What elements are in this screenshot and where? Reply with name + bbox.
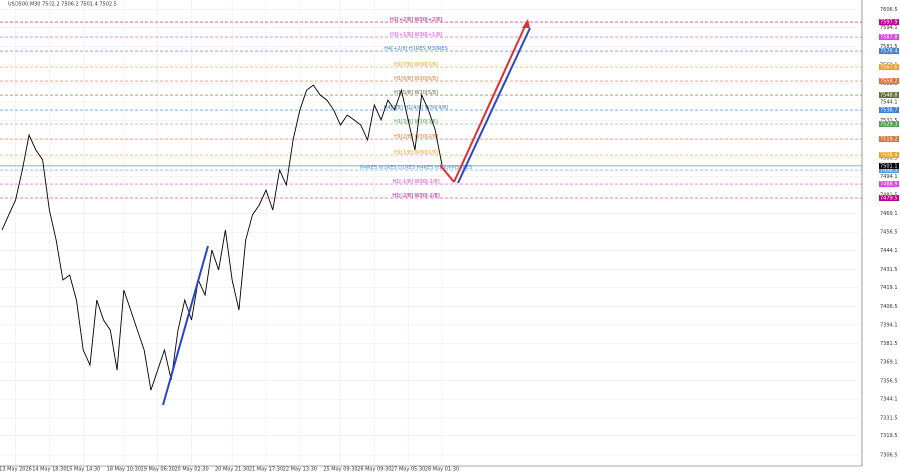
level-label: H4[7/8] H1[4/8] W30[4/8] bbox=[384, 105, 448, 111]
x-tick-label: 25 May 09:30 bbox=[323, 467, 357, 473]
y-tick-label: 7544.1 bbox=[880, 100, 898, 106]
x-tick-label: 26 May 09:30 bbox=[357, 467, 391, 473]
x-tick-label: 27 May 05:30 bbox=[391, 467, 425, 473]
price-tag bbox=[879, 48, 899, 55]
y-tick-label: 7594.1 bbox=[880, 25, 898, 31]
y-tick-label: 7419.1 bbox=[880, 285, 898, 291]
price-tag bbox=[879, 152, 899, 159]
y-tick-label: 7306.5 bbox=[880, 453, 898, 459]
trend-arrow bbox=[439, 164, 455, 183]
trend-arrow bbox=[457, 27, 531, 184]
level-label: M4RES W1RES D1RES H4RES H1SUPM30RES bbox=[360, 165, 472, 171]
y-tick-label: 7369.1 bbox=[880, 360, 898, 366]
x-tick-label: 18 May 10:30 bbox=[107, 467, 141, 473]
level-label: H1[+1/8] W30[+1/8] bbox=[390, 32, 442, 38]
y-tick-label: 7394.1 bbox=[880, 322, 898, 328]
y-tick-label: 7494.1 bbox=[880, 174, 898, 180]
trend-arrow bbox=[162, 245, 209, 406]
level-label: H1[6/8] W30[6/8] bbox=[394, 76, 438, 82]
y-tick-label: 7606.5 bbox=[880, 7, 898, 13]
price-tag-label: 7558.2 bbox=[880, 79, 898, 85]
price-tag bbox=[879, 195, 899, 202]
x-tick-label: 20 May 21:30 bbox=[215, 467, 249, 473]
forecast-arrows bbox=[162, 19, 531, 406]
x-tick-label: 19 May 06:30 bbox=[141, 467, 175, 473]
y-tick-label: 7431.5 bbox=[880, 267, 898, 273]
x-tick-label: 20 May 02:30 bbox=[174, 467, 208, 473]
price-tag-label: 7529.3 bbox=[880, 122, 898, 128]
price-tag-label: 7498.3 bbox=[880, 168, 898, 174]
price-tag bbox=[879, 181, 899, 188]
y-tick-label: 7456.5 bbox=[880, 230, 898, 236]
level-label: H1[-2/8] W30[-2/8] bbox=[392, 193, 439, 199]
price-tag-label: 7538.7 bbox=[880, 108, 898, 114]
y-tick-label: 7469.1 bbox=[880, 211, 898, 217]
y-tick-label: 7356.5 bbox=[880, 378, 898, 384]
price-tag bbox=[879, 136, 899, 143]
price-tag-label: 7479.5 bbox=[880, 196, 898, 202]
price-tag-label: 7587.8 bbox=[880, 35, 898, 41]
price-tag-label: 7567.6 bbox=[880, 65, 898, 71]
x-tick-label: 15 May 14:30 bbox=[66, 467, 100, 473]
price-tag-label: 7597.9 bbox=[880, 20, 898, 26]
y-tick-label: 7319.5 bbox=[880, 433, 898, 439]
trend-arrow bbox=[453, 23, 527, 183]
price-tag bbox=[879, 34, 899, 41]
price-tag-label: 7578.4 bbox=[880, 49, 898, 55]
y-tick-label: 7556.5 bbox=[880, 81, 898, 87]
price-tag bbox=[879, 107, 899, 114]
price-tag bbox=[879, 162, 899, 169]
level-label: H1[1/8] W30[1/8] bbox=[394, 150, 438, 156]
y-tick-label: 7406.5 bbox=[880, 304, 898, 310]
level-label: H1[7/8] W30[7/8] bbox=[394, 62, 438, 68]
arrow-head bbox=[522, 19, 530, 28]
y-tick-label: 7444.1 bbox=[880, 248, 898, 254]
price-tag bbox=[879, 167, 899, 174]
y-tick-label: 7381.5 bbox=[880, 341, 898, 347]
price-tag-label: 7519.2 bbox=[880, 137, 898, 143]
level-label: H1[-1/8] W30[-1/8] bbox=[392, 179, 439, 185]
price-line bbox=[1, 84, 443, 391]
level-label: H1[5/8] W30[5/8] bbox=[394, 90, 438, 96]
price-tag bbox=[879, 19, 899, 26]
x-tick-label: 28 May 01:30 bbox=[425, 467, 459, 473]
price-tag bbox=[879, 78, 899, 85]
level-label: H1[3/8] W30[3/8] bbox=[394, 119, 438, 125]
x-tick-label: 21 May 17:30 bbox=[249, 467, 283, 473]
level-label: H1[2/8] W30[2/8] bbox=[394, 134, 438, 140]
price-tag-label: 7508.4 bbox=[880, 153, 898, 159]
price-tag bbox=[879, 64, 899, 71]
chart-title: USD500,M30 7502.2 7506.2 7501.4 7502.5 bbox=[8, 2, 117, 8]
level-label: H1[+2/8] W30[+2/8] bbox=[390, 17, 442, 23]
y-tick-label: 7344.1 bbox=[880, 397, 898, 403]
price-tag-label: 7548.8 bbox=[880, 93, 898, 99]
y-tick-label: 7506.5 bbox=[880, 155, 898, 161]
price-tag bbox=[879, 121, 899, 128]
price-tag-label: 7501.1 bbox=[880, 163, 898, 169]
level-label: H4[+2/8] H1RES M30RES bbox=[384, 46, 448, 52]
y-tick-label: 7581.5 bbox=[880, 44, 898, 50]
x-tick-label: 13 May 2026 bbox=[0, 467, 32, 473]
price-tag bbox=[879, 92, 899, 99]
y-tick-label: 7331.5 bbox=[880, 415, 898, 421]
price-tag-label: 7488.9 bbox=[880, 182, 898, 188]
x-tick-label: 22 May 13:30 bbox=[283, 467, 317, 473]
x-tick-label: 14 May 18:30 bbox=[32, 467, 66, 473]
